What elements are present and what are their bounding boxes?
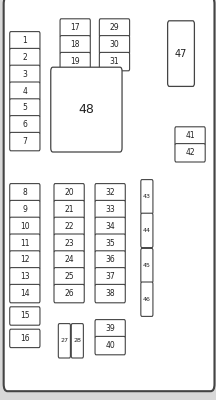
Text: 42: 42	[185, 148, 195, 157]
FancyBboxPatch shape	[10, 132, 40, 151]
FancyBboxPatch shape	[10, 116, 40, 134]
FancyBboxPatch shape	[10, 268, 40, 286]
Text: 28: 28	[73, 338, 81, 343]
Text: 17: 17	[70, 24, 80, 32]
Text: 18: 18	[70, 40, 80, 49]
FancyBboxPatch shape	[58, 324, 70, 358]
Text: 4: 4	[22, 87, 27, 96]
Text: 16: 16	[20, 334, 30, 343]
Text: 27: 27	[60, 338, 68, 343]
FancyBboxPatch shape	[10, 65, 40, 84]
Text: 37: 37	[105, 272, 115, 281]
FancyBboxPatch shape	[141, 180, 153, 214]
FancyBboxPatch shape	[95, 251, 125, 269]
FancyBboxPatch shape	[54, 184, 84, 202]
Text: 20: 20	[64, 188, 74, 197]
Text: 38: 38	[105, 289, 115, 298]
FancyBboxPatch shape	[51, 67, 122, 152]
Text: 26: 26	[64, 289, 74, 298]
FancyBboxPatch shape	[10, 217, 40, 236]
FancyBboxPatch shape	[54, 251, 84, 269]
FancyBboxPatch shape	[141, 213, 153, 248]
Text: 39: 39	[105, 324, 115, 333]
Text: 2: 2	[22, 53, 27, 62]
Text: 32: 32	[105, 188, 115, 197]
Text: 15: 15	[20, 312, 30, 320]
FancyBboxPatch shape	[10, 329, 40, 348]
Text: 24: 24	[64, 256, 74, 264]
FancyBboxPatch shape	[10, 32, 40, 50]
Text: 48: 48	[78, 103, 94, 116]
FancyBboxPatch shape	[10, 82, 40, 100]
Text: 25: 25	[64, 272, 74, 281]
FancyBboxPatch shape	[60, 52, 90, 71]
Text: 21: 21	[64, 205, 74, 214]
FancyBboxPatch shape	[60, 36, 90, 54]
FancyBboxPatch shape	[95, 320, 125, 338]
Text: 11: 11	[20, 239, 30, 248]
FancyBboxPatch shape	[175, 127, 205, 145]
Text: 43: 43	[143, 194, 151, 199]
Text: 45: 45	[143, 263, 151, 268]
Text: 7: 7	[22, 137, 27, 146]
Text: 10: 10	[20, 222, 30, 231]
Text: 47: 47	[175, 49, 187, 59]
Text: 13: 13	[20, 272, 30, 281]
FancyBboxPatch shape	[10, 184, 40, 202]
FancyBboxPatch shape	[95, 184, 125, 202]
Text: 46: 46	[143, 297, 151, 302]
Text: 41: 41	[185, 132, 195, 140]
Text: 29: 29	[110, 24, 119, 32]
Text: 14: 14	[20, 289, 30, 298]
FancyBboxPatch shape	[10, 251, 40, 269]
Text: 35: 35	[105, 239, 115, 248]
FancyBboxPatch shape	[10, 200, 40, 219]
Text: 23: 23	[64, 239, 74, 248]
FancyBboxPatch shape	[10, 284, 40, 303]
FancyBboxPatch shape	[95, 268, 125, 286]
Text: 9: 9	[22, 205, 27, 214]
Text: 30: 30	[110, 40, 119, 49]
FancyBboxPatch shape	[141, 282, 153, 316]
Text: 5: 5	[22, 104, 27, 112]
FancyBboxPatch shape	[10, 234, 40, 252]
FancyBboxPatch shape	[54, 234, 84, 252]
Text: 33: 33	[105, 205, 115, 214]
FancyBboxPatch shape	[95, 217, 125, 236]
FancyBboxPatch shape	[54, 217, 84, 236]
FancyBboxPatch shape	[60, 19, 90, 37]
FancyBboxPatch shape	[95, 234, 125, 252]
FancyBboxPatch shape	[95, 284, 125, 303]
FancyBboxPatch shape	[95, 200, 125, 219]
FancyBboxPatch shape	[168, 21, 194, 86]
FancyBboxPatch shape	[54, 200, 84, 219]
FancyBboxPatch shape	[95, 336, 125, 355]
Text: 34: 34	[105, 222, 115, 231]
Text: 6: 6	[22, 120, 27, 129]
Text: 40: 40	[105, 341, 115, 350]
Text: 31: 31	[110, 57, 119, 66]
FancyBboxPatch shape	[99, 36, 130, 54]
Text: 44: 44	[143, 228, 151, 233]
FancyBboxPatch shape	[10, 48, 40, 67]
Text: 36: 36	[105, 256, 115, 264]
FancyBboxPatch shape	[99, 19, 130, 37]
FancyBboxPatch shape	[10, 307, 40, 325]
Text: 1: 1	[22, 36, 27, 45]
Text: 8: 8	[22, 188, 27, 197]
Text: 12: 12	[20, 256, 30, 264]
FancyBboxPatch shape	[4, 0, 214, 391]
FancyBboxPatch shape	[99, 52, 130, 71]
Text: 3: 3	[22, 70, 27, 79]
FancyBboxPatch shape	[10, 99, 40, 117]
FancyBboxPatch shape	[54, 284, 84, 303]
FancyBboxPatch shape	[71, 324, 83, 358]
Text: 19: 19	[70, 57, 80, 66]
FancyBboxPatch shape	[141, 248, 153, 283]
FancyBboxPatch shape	[54, 268, 84, 286]
Text: 22: 22	[64, 222, 74, 231]
FancyBboxPatch shape	[175, 144, 205, 162]
